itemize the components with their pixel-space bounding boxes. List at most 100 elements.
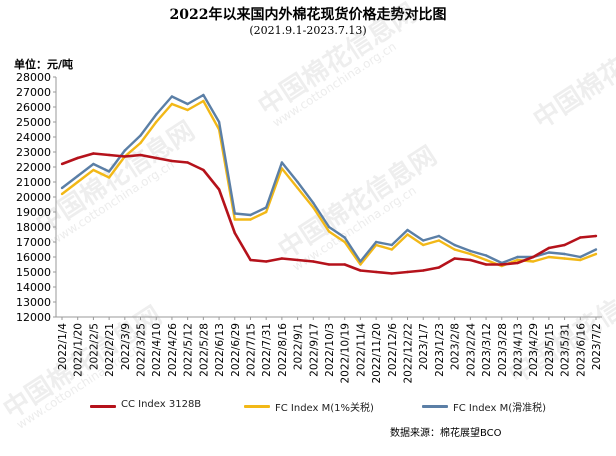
series-point-1 xyxy=(312,206,315,209)
legend-swatch-cc-index xyxy=(90,405,116,408)
legend-label-cc-index: CC Index 3128B xyxy=(121,399,202,410)
series-point-2 xyxy=(484,254,488,257)
series-point-0 xyxy=(359,269,362,272)
series-point-0 xyxy=(374,270,378,274)
legend-label-fc-index-1pct: FC Index M(1%关税) xyxy=(275,403,374,414)
series-point-0 xyxy=(579,236,582,239)
x-tick-label: 2023/4/13 xyxy=(512,323,524,377)
x-tick-label: 2023/4/29 xyxy=(528,323,540,377)
x-tick-label: 2022/7/15 xyxy=(245,323,257,377)
x-tick-label: 2022/1/4 xyxy=(57,323,69,370)
data-source-note: 数据来源：棉花展望BCO xyxy=(390,428,502,439)
series-point-0 xyxy=(249,258,252,262)
series-point-1 xyxy=(579,258,582,262)
y-tick-label: 24000 xyxy=(16,131,51,144)
series-point-2 xyxy=(343,236,346,239)
series-point-2 xyxy=(469,249,472,253)
series-point-2 xyxy=(327,225,331,229)
series-point-2 xyxy=(547,251,551,254)
series-point-2 xyxy=(202,93,205,97)
series-point-1 xyxy=(406,233,409,236)
series-point-2 xyxy=(453,243,456,247)
series-line-1 xyxy=(61,99,597,268)
x-tick-label: 2022/4/26 xyxy=(167,323,179,377)
series-point-2 xyxy=(359,260,362,263)
series-point-1 xyxy=(170,102,174,106)
series-point-1 xyxy=(390,248,394,251)
series-line-2 xyxy=(61,93,597,265)
x-tick-label: 2022/6/13 xyxy=(214,323,226,377)
series-line-0 xyxy=(61,152,597,275)
legend-label-fc-index-sliding: FC Index M(滑准税) xyxy=(453,403,547,414)
series-point-0 xyxy=(594,234,598,238)
series-point-0 xyxy=(202,168,205,172)
series-point-0 xyxy=(76,156,79,160)
series-point-1 xyxy=(202,99,205,103)
series-point-2 xyxy=(60,186,64,190)
x-tick-label: 2022/3/9 xyxy=(120,323,132,370)
y-tick-label: 14000 xyxy=(16,281,51,294)
legend-swatch-fc-index-sliding xyxy=(422,405,448,408)
series-point-1 xyxy=(60,192,64,196)
x-tick-label: 2022/11/4 xyxy=(355,323,367,377)
series-point-0 xyxy=(563,243,566,247)
unit-label: 单位：元/吨 xyxy=(14,58,74,71)
x-tick-label: 2022/8/16 xyxy=(277,323,289,377)
series-point-2 xyxy=(390,243,394,247)
y-tick-label: 15000 xyxy=(16,266,51,279)
series-point-0 xyxy=(531,255,535,259)
series-point-2 xyxy=(233,212,236,215)
series-point-1 xyxy=(594,252,598,256)
series-point-0 xyxy=(107,153,111,157)
series-point-0 xyxy=(139,153,142,157)
series-point-2 xyxy=(155,113,158,116)
x-tick-label: 2022/9/17 xyxy=(308,323,320,377)
series-point-2 xyxy=(579,255,582,259)
x-axis: 2022/1/4 2022/1/20 2022/2/5 2022/2/21 2022/3… xyxy=(56,316,603,384)
x-tick-label: 2022/9/1 xyxy=(293,323,305,370)
series-point-1 xyxy=(547,255,551,259)
x-tick-label: 2022/3/25 xyxy=(136,323,148,377)
series-point-0 xyxy=(343,263,346,266)
series-point-1 xyxy=(296,186,299,190)
y-tick-label: 19000 xyxy=(16,206,51,219)
series-point-0 xyxy=(296,258,299,262)
series-point-2 xyxy=(249,213,252,217)
series-point-2 xyxy=(563,252,566,256)
series-point-2 xyxy=(217,120,221,124)
series-point-1 xyxy=(233,218,236,221)
x-tick-label: 2022/7/31 xyxy=(261,323,273,377)
series-point-0 xyxy=(170,159,174,163)
series-point-2 xyxy=(264,206,268,209)
legend-swatch-fc-index-1pct xyxy=(244,405,270,408)
series-point-1 xyxy=(437,239,441,242)
series-point-2 xyxy=(76,174,79,178)
series-point-0 xyxy=(516,261,519,265)
x-tick-label: 2022/10/19 xyxy=(340,323,352,384)
series-point-2 xyxy=(422,239,425,242)
series-point-1 xyxy=(359,263,362,266)
series-point-0 xyxy=(312,260,315,263)
series-point-2 xyxy=(406,228,409,232)
y-tick-label: 26000 xyxy=(16,101,51,114)
series-point-1 xyxy=(249,218,252,221)
series-point-2 xyxy=(107,170,111,173)
chart-subtitle: (2021.9.1-2023.7.13) xyxy=(249,24,367,37)
y-tick-label: 22000 xyxy=(16,161,51,174)
series-point-0 xyxy=(217,188,221,191)
x-tick-label: 2023/2/8 xyxy=(450,323,462,370)
series-point-0 xyxy=(92,152,95,155)
x-tick-label: 2022/5/12 xyxy=(183,323,195,377)
series-point-0 xyxy=(390,272,394,275)
series-point-2 xyxy=(516,255,519,259)
series-point-0 xyxy=(155,156,158,160)
series-point-0 xyxy=(406,270,409,274)
x-tick-label: 2022/10/3 xyxy=(324,323,336,377)
series-point-2 xyxy=(296,180,299,184)
series-point-1 xyxy=(139,141,142,145)
y-tick-label: 13000 xyxy=(16,296,51,309)
series-point-1 xyxy=(155,120,158,124)
series-point-0 xyxy=(186,161,189,164)
y-axis: 12000 13000 14000 15000 16000 17000 18000 19000… xyxy=(16,71,57,324)
